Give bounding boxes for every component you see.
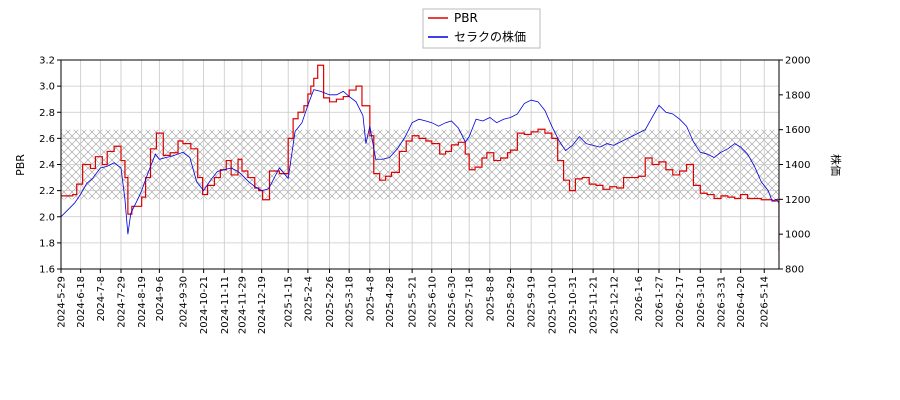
y-tick-label-right: 1800: [785, 90, 810, 101]
y-axis-left: 1.6 1.8 2.0 2.2 2.4 2.6 2.8 3.0 3.2: [39, 56, 61, 276]
y-tick-label-left: 3.2: [39, 56, 55, 67]
y-axis-right-label: 株価: [829, 154, 843, 176]
x-tick-label: 2024-10-21: [199, 276, 210, 334]
x-tick-label: 2025-10-10: [547, 276, 558, 334]
x-tick-label: 2026-4-20: [736, 276, 747, 328]
x-tick-label: 2025-3-18: [345, 276, 356, 328]
legend-label-pbr: PBR: [454, 11, 478, 25]
grid: [60, 59, 779, 270]
y-tick-label-right: 800: [785, 265, 804, 276]
x-tick-label: 2026-1-27: [655, 276, 666, 328]
x-tick-label: 2025-4-28: [385, 276, 396, 328]
y-axis-right: 800 1000 1200 1400 1600 1800 2000: [779, 56, 810, 276]
x-tick-label: 2025-1-15: [284, 276, 295, 328]
x-tick-label: 2025-12-12: [609, 276, 620, 334]
x-tick-label: 2026-1-6: [634, 276, 645, 321]
y-tick-label-left: 2.0: [39, 212, 55, 223]
x-tick-label: 2024-8-19: [137, 276, 148, 328]
y-axis-left-label: PBR: [14, 154, 27, 176]
x-tick-label: 2025-6-30: [447, 276, 458, 328]
y-tick-label-left: 1.6: [39, 265, 55, 276]
x-tick-label: 2024-12-19: [257, 276, 268, 334]
x-tick-label: 2025-4-8: [365, 276, 376, 321]
x-tick-label: 2024-9-30: [178, 276, 189, 328]
x-tick-label: 2024-5-29: [57, 276, 68, 328]
x-tick-label: 2025-11-21: [589, 276, 600, 334]
y-tick-label-right: 1200: [785, 195, 810, 206]
legend: PBR セラクの株価: [422, 8, 541, 49]
y-tick-label-left: 1.8: [39, 238, 55, 249]
y-tick-label-right: 2000: [785, 56, 810, 67]
y-tick-label-left: 2.2: [39, 186, 55, 197]
x-tick-label: 2025-8-29: [506, 276, 517, 328]
x-tick-label: 2025-2-4: [303, 276, 314, 321]
x-tick-label: 2024-11-11: [220, 276, 231, 334]
x-tick-label: 2026-3-31: [716, 276, 727, 328]
x-tick-label: 2025-5-21: [408, 276, 419, 328]
x-tick-label: 2025-2-26: [325, 276, 336, 328]
y-tick-label-left: 2.8: [39, 108, 55, 119]
x-tick-label: 2024-6-18: [76, 276, 87, 328]
x-tick-label: 2025-9-19: [527, 276, 538, 328]
y-tick-label-left: 3.0: [39, 82, 55, 93]
series-line-pbr: [61, 64, 779, 251]
x-tick-label: 2025-8-8: [485, 276, 496, 321]
series-line-price: [61, 89, 779, 235]
legend-box: [422, 8, 541, 49]
x-tick-label: 2026-5-14: [760, 276, 771, 328]
y-tick-label-right: 1400: [785, 160, 810, 171]
y-tick-label-right: 1000: [785, 230, 810, 241]
y-tick-label-left: 2.4: [39, 160, 55, 171]
x-tick-label: 2026-2-17: [675, 276, 686, 328]
x-tick-label: 2025-7-18: [465, 276, 476, 328]
x-tick-label: 2025-6-10: [427, 276, 438, 328]
y-tick-label-right: 1600: [785, 125, 810, 136]
x-tick-label: 2024-7-29: [116, 276, 127, 328]
y-tick-label-left: 2.6: [39, 134, 55, 145]
x-tick-label: 2026-3-10: [696, 276, 707, 328]
series-lines: [61, 64, 779, 251]
x-tick-label: 2024-11-29: [237, 276, 248, 334]
legend-label-price: セラクの株価: [454, 29, 526, 44]
x-axis: 2024-5-29 2024-6-18 2024-7-8 2024-7-29 2024-…: [57, 269, 771, 334]
x-tick-label: 2024-7-8: [96, 276, 107, 321]
x-tick-label: 2025-10-31: [568, 276, 579, 334]
x-tick-label: 2024-9-6: [155, 276, 166, 321]
